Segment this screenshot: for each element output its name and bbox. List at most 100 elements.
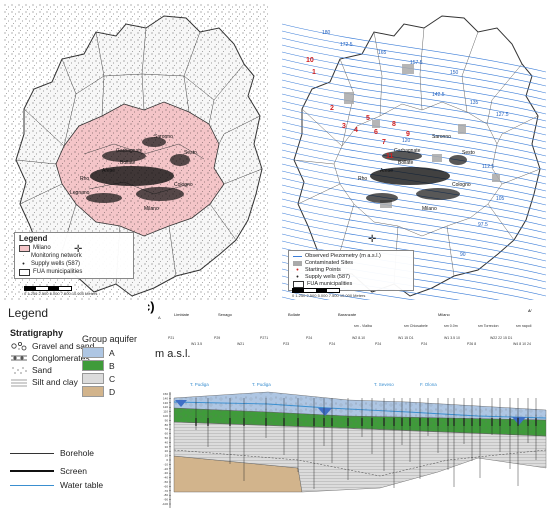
legend-row: Observed Piezometry (m a.s.l.) [293,253,409,260]
cross-section-c: A A' Limbiate Senago Bollate Baranzate M… [148,300,548,514]
stratigraphy-title: Stratigraphy [10,328,64,338]
well-name: W1 15 D1 [398,336,414,340]
cross-section-svg: A A' Limbiate Senago Bollate Baranzate M… [148,300,547,508]
contour-label: 135 [470,100,479,106]
well-name: P24 [306,336,312,340]
section-box-label: sm - Vialba [354,324,372,328]
y-tick-label: 110 [163,410,168,414]
y-tick-label: 30 [165,445,169,449]
y-axis-label: m a.s.l. [155,348,191,360]
contour-label: 150 [450,70,459,76]
supply-wells-a [86,137,190,203]
water-table-legend: Water table [10,480,103,490]
y-tick-label: 40 [165,440,169,444]
town-label-b: Bollate [398,160,414,166]
scale-bar-b: 0 1.250 2.500 5.000 7.500 10.000 Meters [292,288,365,298]
contour-label: 97.5 [478,222,488,228]
town-label-b: Saronno [432,134,451,140]
piezometry-contour [282,93,546,143]
gravel-symbol-icon [11,341,27,351]
legend-row: Contaminated Sites [293,260,409,267]
y-tick-label: 90 [165,418,169,422]
piezometry-contour [282,65,546,115]
piezometry-contour [282,51,546,101]
section-town: Baranzate [338,312,357,317]
well-name: W2 8.10 [352,336,365,340]
sand-symbol-icon [12,367,27,374]
town-label-b: Sesto [462,150,475,156]
piezometry-contour [282,79,546,129]
silt-symbol-icon [11,379,27,387]
y-tick-label: 50 [165,436,169,440]
y-tick-label: -30 [164,471,169,475]
map-b-frame: 10 1 2 3 4 5 6 7 8 9 11 180 172.5 165 157.5… [282,4,546,300]
piezometry-contour [282,72,546,122]
river-label: T. Pudiga [190,382,209,387]
group-row: B [82,359,137,372]
site-number: 2 [330,105,334,112]
site-number: 9 [406,131,410,138]
y-tick-label: -10 [164,462,169,466]
legend-row: • Supply wells (587) [296,274,350,281]
town-label-a: Bollate [120,160,136,166]
strat-sand: Sand [10,364,148,376]
well-name: P24 [421,342,427,346]
section-box-label: sm Chiosabele [404,324,428,328]
town-label-b: Cologno [452,182,471,188]
legend-row: Milano [19,244,129,252]
town-label-a: Milano [144,206,159,212]
borehole-legend: Borehole [10,448,94,458]
towns-a: Saronno Rho Garbagnate Bollate Legnano M… [70,134,197,212]
town-label-a: Arese [102,168,115,174]
piezometry-contour [282,86,546,136]
section-legend: Legend Stratigraphy Gravel and sand Cong… [6,302,148,512]
river-label: F. Olona [420,382,437,387]
piezometry-contour [282,121,546,171]
river-label: T. Seveso [374,382,394,387]
boreholes [195,398,537,489]
contour-label: 157.5 [410,60,423,66]
piezometry-contour [282,289,330,300]
contour-label: 120 [402,138,411,144]
piezometry-contour [282,163,546,213]
y-tick-label: 100 [163,414,168,418]
legend-row: · Monitoring network [22,252,82,260]
contour-label: 127.5 [496,112,509,118]
piezometry-contour [282,198,546,248]
y-tick-label: 10 [165,454,169,458]
legend-row: • Supply wells (587) [22,260,81,268]
piezometry-contour [282,114,546,164]
section-end-label: A' [528,308,532,313]
y-tick-label: 150 [163,392,168,396]
town-label-a: Saronno [154,134,173,140]
contour-label: 165 [378,50,387,56]
water-table-marker-icon [175,400,187,407]
town-label-a: Rho [80,176,89,182]
piezometry-contour [282,107,546,157]
y-tick-label: 70 [165,427,169,431]
well-name: P24 [329,342,335,346]
section-legend-title: Legend [8,306,49,320]
piezometry-contour [282,205,546,255]
towns-b: Saronno Rho Garbagnate Bollate Milano Ar… [358,134,475,212]
map-b-svg: 10 1 2 3 4 5 6 7 8 9 11 180172.5165157.5… [282,15,546,300]
river-label: T. Pudiga [252,382,271,387]
screen-legend: Screen [10,466,87,476]
scale-bar-a: 0 1.250 2.500 5.000 7.500 10.000 Meters [24,286,97,296]
y-tick-label: 80 [165,423,169,427]
town-label-a: Garbagnate [116,148,143,154]
conglomerate-symbol-icon [11,355,27,361]
y-tick-label: 0 [166,458,168,462]
site-number: 4 [354,127,358,134]
well-name: P271 [260,336,268,340]
starting-points: 10 1 2 3 4 5 6 7 8 9 11 [306,57,410,160]
map-a-legend: Legend Milano · Monitoring network • Suppl… [14,232,134,279]
y-tick-label: 130 [163,401,168,405]
well-name: W1 3.5 [191,342,202,346]
y-tick-label: 20 [165,449,169,453]
site-number: 10 [306,57,314,64]
piezometry-contour [282,100,546,150]
piezometry-contour [282,184,546,234]
town-label-a: Sesto [184,150,197,156]
y-tick-label: -90 [164,498,169,502]
